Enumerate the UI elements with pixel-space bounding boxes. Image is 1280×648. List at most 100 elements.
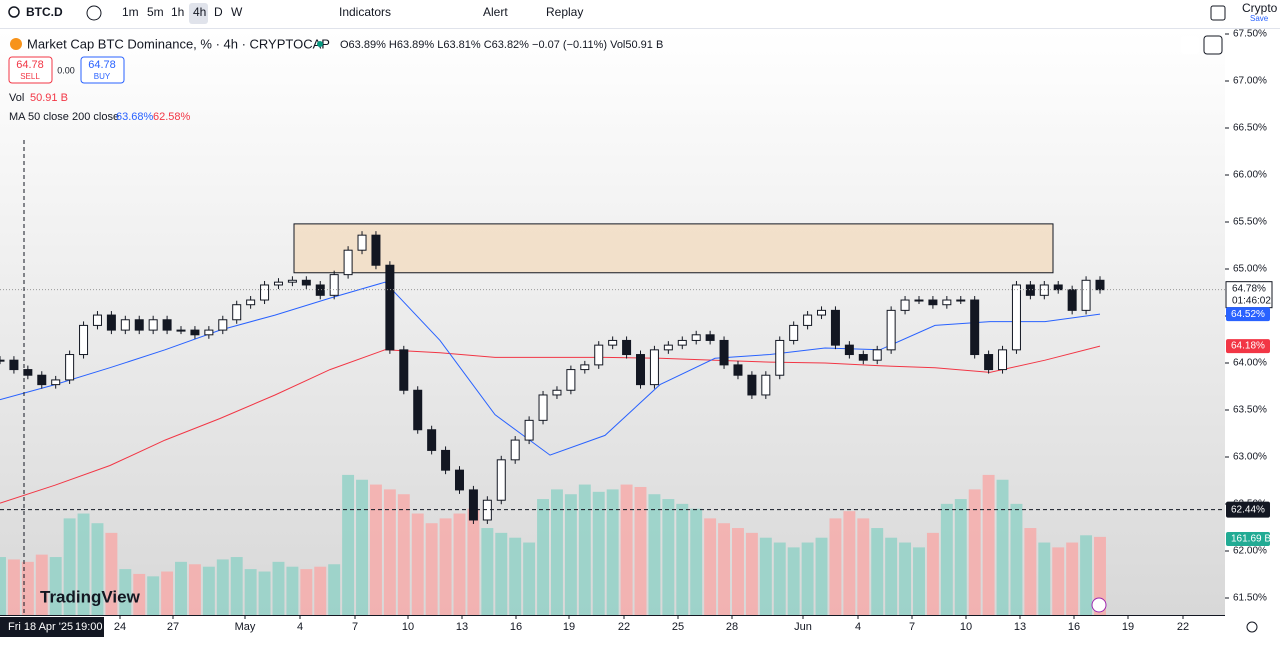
replay-button[interactable]: Replay xyxy=(546,5,583,19)
volume-bar xyxy=(843,511,856,615)
cursor-date-bg xyxy=(0,617,104,637)
volume-bar xyxy=(926,532,939,615)
buy-price[interactable]: 64.78 xyxy=(88,59,116,71)
fullscreen-button[interactable] xyxy=(1203,35,1223,55)
y-tick-label: 64.00% xyxy=(1233,358,1267,369)
interval-button[interactable]: 1h xyxy=(171,5,184,19)
interval-button[interactable]: 4h xyxy=(193,5,206,19)
x-tick-label: 7 xyxy=(352,621,358,633)
candle xyxy=(663,344,673,351)
candle xyxy=(399,349,409,391)
volume-bar xyxy=(439,518,452,615)
volume-bar xyxy=(105,532,118,615)
x-tick-label: 16 xyxy=(510,621,522,633)
add-symbol[interactable] xyxy=(86,5,102,21)
candle xyxy=(566,369,576,391)
volume-value: 50.91 B xyxy=(30,92,68,104)
candle xyxy=(371,234,381,266)
volume-bar xyxy=(857,518,870,615)
interval-button[interactable]: D xyxy=(214,5,223,19)
volume-bar xyxy=(467,508,480,615)
volume-bar xyxy=(397,494,410,615)
volume-bar xyxy=(0,557,6,615)
sell-button[interactable] xyxy=(8,56,53,84)
volume-bar xyxy=(913,547,925,615)
countdown: 01:46:02 xyxy=(1232,295,1271,306)
interval-button[interactable]: 5m xyxy=(147,5,164,19)
volume-bar xyxy=(258,571,271,615)
save-button[interactable]: Save xyxy=(1250,14,1269,23)
candle xyxy=(844,344,854,356)
alert-icon[interactable] xyxy=(1091,597,1107,613)
candle xyxy=(427,429,437,451)
volume-bar xyxy=(690,508,703,615)
sell-price[interactable]: 64.78 xyxy=(16,59,44,71)
volume-bar xyxy=(1024,528,1037,615)
candle xyxy=(1081,279,1091,311)
ma200-price-label-bg xyxy=(1226,339,1270,354)
x-tick-label: 27 xyxy=(167,621,179,633)
symbol[interactable]: BTC.D xyxy=(26,5,63,19)
volume-bar xyxy=(495,532,508,615)
candle xyxy=(1025,284,1035,296)
volume-bar xyxy=(21,561,34,615)
ma50-value: 63.68% xyxy=(116,111,154,123)
volume-bar xyxy=(954,499,967,615)
ma200-line xyxy=(0,345,1101,504)
indicators-button[interactable]: Indicators xyxy=(339,5,391,19)
settings-icon[interactable] xyxy=(1246,621,1258,633)
scroll-button[interactable] xyxy=(1181,36,1199,54)
x-tick-label: 19 xyxy=(1122,621,1134,633)
candle xyxy=(538,394,548,421)
account-name[interactable]: Crypto xyxy=(1242,1,1278,15)
volume-bar xyxy=(202,566,215,615)
candle xyxy=(677,339,687,346)
candle xyxy=(315,284,325,296)
candle xyxy=(705,334,715,341)
x-tick-label: 4 xyxy=(855,621,861,633)
candle xyxy=(148,319,158,331)
candle xyxy=(37,374,47,386)
volume-bar xyxy=(704,518,717,615)
candle xyxy=(190,329,200,336)
candle xyxy=(524,419,534,441)
volume-bar xyxy=(425,523,438,615)
x-tick-label: 24 xyxy=(114,621,126,633)
spread: 0.00 xyxy=(57,65,75,75)
x-tick-label: 7 xyxy=(909,621,915,633)
alert-button[interactable]: Alert xyxy=(483,5,508,19)
layout-icon[interactable] xyxy=(1210,5,1226,21)
volume-bar xyxy=(383,489,396,615)
volume-bar xyxy=(523,542,536,615)
time-axis xyxy=(0,615,1280,643)
volume-bar xyxy=(620,484,633,615)
buy-label[interactable]: BUY xyxy=(94,72,111,81)
ma200-price-label: 64.18% xyxy=(1231,341,1265,352)
volume-bar xyxy=(718,523,731,615)
search-icon[interactable] xyxy=(8,6,20,18)
candle xyxy=(984,354,994,371)
volume-bar xyxy=(244,569,257,615)
volume-bar xyxy=(35,554,48,615)
sell-label[interactable]: SELL xyxy=(20,72,40,81)
candle xyxy=(956,299,966,302)
volume-bar xyxy=(1094,536,1106,615)
buy-button[interactable] xyxy=(80,56,125,84)
volume-bar xyxy=(1066,542,1079,615)
candle xyxy=(65,354,75,381)
interval-button[interactable]: 1m xyxy=(122,5,139,19)
interval-button[interactable]: W xyxy=(231,5,243,19)
volume-bar xyxy=(161,571,174,615)
volume-bar xyxy=(982,474,995,615)
ma200-value: 62.58% xyxy=(153,111,191,123)
candle xyxy=(134,319,144,331)
candle xyxy=(79,324,89,356)
volume-bar xyxy=(356,479,368,615)
volume-bar xyxy=(801,542,814,615)
ma-label: MA 50 close 200 close xyxy=(9,111,119,123)
y-tick-label: 65.00% xyxy=(1233,264,1267,275)
volume-bar xyxy=(648,494,661,615)
zone xyxy=(293,223,1054,274)
x-tick-label: 28 xyxy=(726,621,738,633)
